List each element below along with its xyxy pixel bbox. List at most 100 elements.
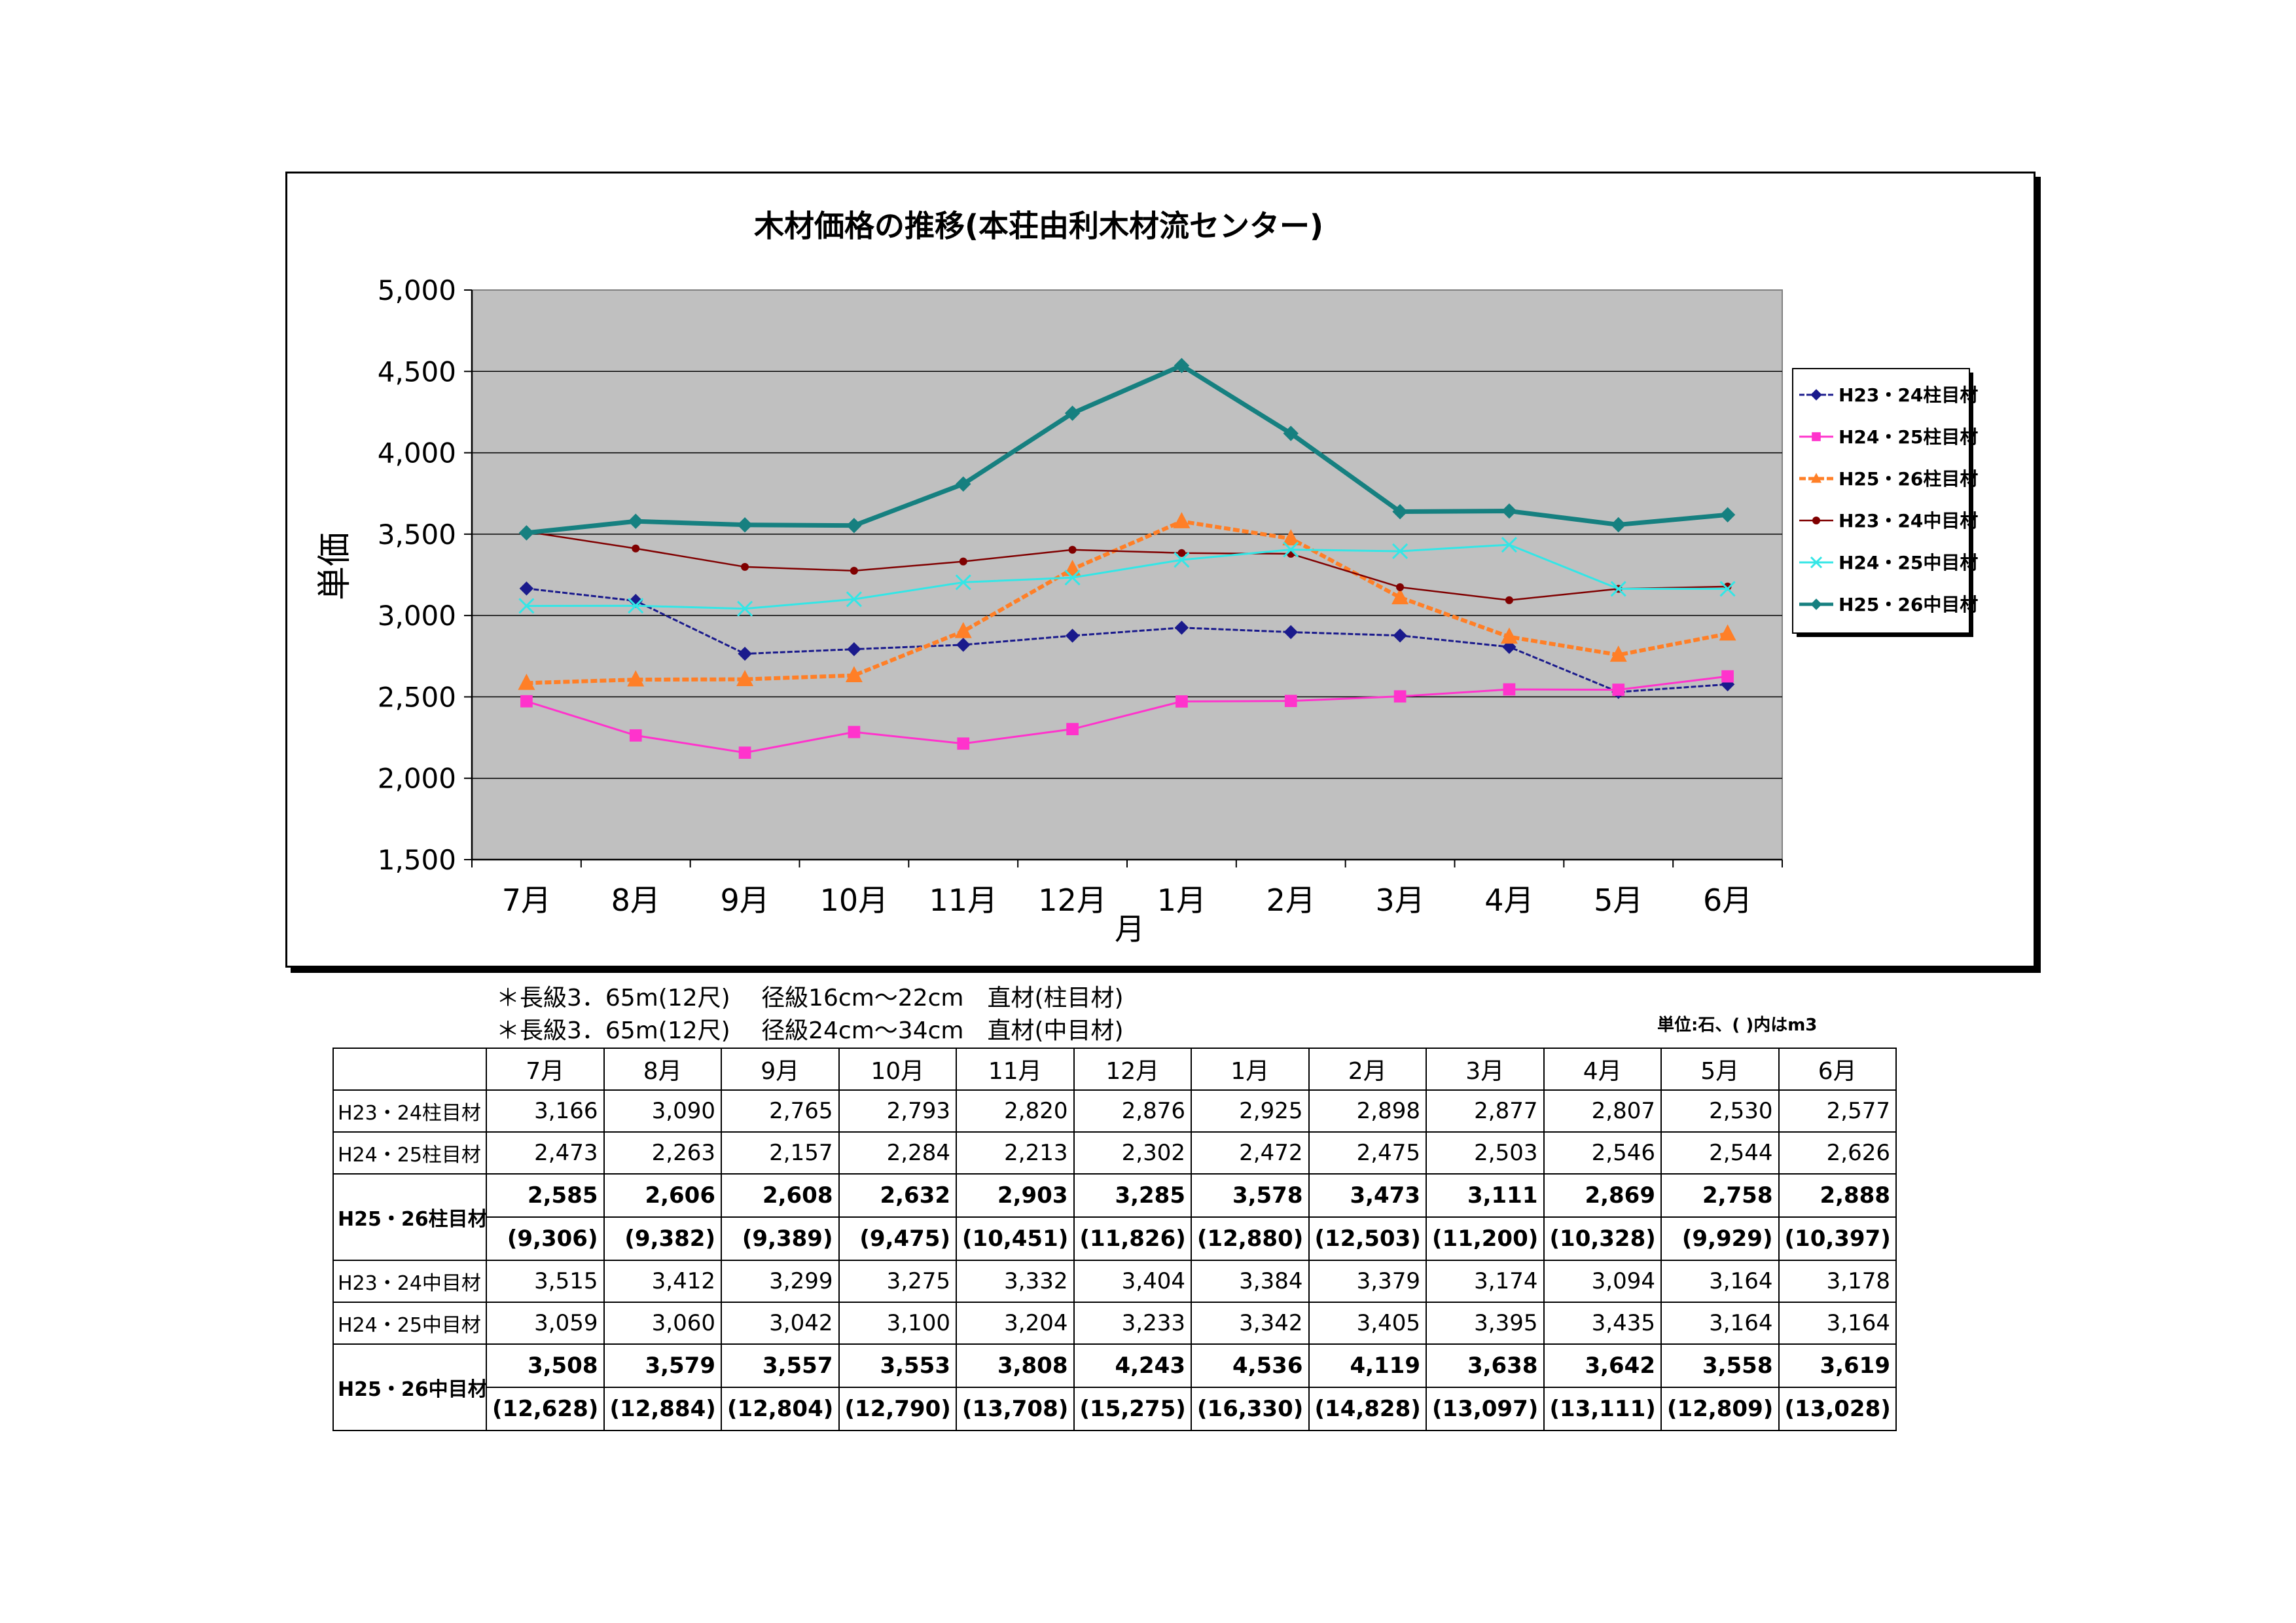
series-4	[522, 528, 1732, 604]
series-3	[518, 512, 1736, 690]
m3-value-cell: (9,382)	[603, 1216, 722, 1261]
series-line	[526, 363, 1728, 536]
data-point	[957, 737, 970, 750]
data-point	[1609, 645, 1627, 662]
y-tick-label: 3,000	[378, 600, 456, 632]
x-tick-label: 8月	[611, 883, 660, 918]
x-tick-label: 6月	[1703, 883, 1752, 918]
m3-value-cell: (10,451)	[956, 1216, 1075, 1261]
data-point	[1719, 624, 1736, 641]
data-point	[848, 725, 861, 739]
data-point	[519, 581, 534, 596]
data-point	[1501, 536, 1517, 553]
legend-label: H24・25柱目材	[1839, 426, 1978, 448]
data-point	[959, 557, 967, 566]
value-cell: 2,626	[1778, 1131, 1897, 1175]
data-point	[1505, 596, 1513, 604]
x-tick-label: 11月	[929, 883, 997, 918]
value-cell: 3,342	[1191, 1302, 1310, 1345]
value-cell: 3,578	[1191, 1173, 1310, 1218]
value-cell: 3,164	[1778, 1302, 1897, 1345]
data-point	[1065, 629, 1080, 643]
value-cell: 2,765	[721, 1089, 840, 1133]
table-row-m3: (12,628) (12,884) (12,804) (12,790) (13,708)…	[333, 1387, 1897, 1431]
m3-value-cell: (14,828)	[1308, 1387, 1427, 1431]
value-cell: 3,579	[603, 1343, 722, 1388]
value-cell: 2,632	[838, 1173, 957, 1218]
y-tick-label: 4,000	[378, 437, 456, 469]
m3-value-cell: (12,880)	[1191, 1216, 1310, 1261]
value-cell: 3,094	[1543, 1260, 1662, 1303]
m3-value-cell: (9,929)	[1660, 1216, 1780, 1261]
note-line-2: ＊長級3．65m(12尺) 径級24cm～34cm 直材(中目材)	[496, 1017, 1124, 1044]
y-tick-label: 4,500	[378, 356, 456, 388]
m3-value-cell: (15,275)	[1073, 1387, 1192, 1431]
value-cell: 4,243	[1073, 1343, 1192, 1388]
data-point	[1501, 503, 1517, 519]
value-cell: 2,877	[1426, 1089, 1545, 1133]
data-point	[1610, 581, 1626, 597]
value-cell: 2,503	[1426, 1131, 1545, 1175]
data-point	[1500, 627, 1518, 644]
value-cell: 2,807	[1543, 1089, 1662, 1133]
value-cell: 3,638	[1426, 1343, 1545, 1388]
value-cell: 2,157	[721, 1131, 840, 1175]
legend-entry: H23・24中目材	[1799, 510, 1978, 532]
value-cell: 2,793	[838, 1089, 957, 1133]
value-cell: 2,302	[1073, 1131, 1192, 1175]
value-cell: 2,888	[1778, 1173, 1897, 1218]
plot-area: 1,500 2,000 2,500 3,000 3,500 4,000 4,500 5,000…	[378, 274, 1783, 918]
legend-entry: H23・24柱目材	[1799, 384, 1978, 406]
m3-value-cell: (12,884)	[603, 1387, 722, 1431]
value-cell: 3,204	[956, 1302, 1075, 1345]
data-point	[845, 666, 863, 683]
data-point	[1719, 507, 1736, 522]
series-line	[526, 675, 1728, 754]
value-cell: 2,608	[721, 1173, 840, 1218]
data-point	[628, 513, 643, 529]
table-header-row: 7月 8月 9月 10月 11月 12月 1月 2月 3月 4月 5月 6月	[332, 1048, 1897, 1091]
m3-value-cell: (9,306)	[486, 1216, 605, 1261]
data-point	[1391, 588, 1409, 604]
month-header: 9月	[721, 1048, 840, 1091]
data-point	[1396, 583, 1405, 591]
legend-marker	[1810, 389, 1822, 401]
m3-value-cell: (9,389)	[721, 1216, 840, 1261]
value-cell: 3,395	[1426, 1302, 1545, 1345]
data-point	[1502, 640, 1516, 654]
data-point	[1064, 405, 1081, 421]
x-tick-label: 2月	[1266, 883, 1316, 918]
value-cell: 3,412	[603, 1260, 722, 1303]
data-point	[736, 670, 754, 686]
series-6	[518, 357, 1736, 541]
m3-value-cell: (12,804)	[721, 1387, 840, 1431]
legend-marker	[1812, 517, 1820, 524]
data-point	[518, 525, 535, 541]
month-header: 10月	[838, 1048, 957, 1091]
table-row: H25・26中目材 3,508 3,579 3,557 3,553 3,808 4,243 4…	[332, 1343, 1897, 1431]
legend-entry: H25・26中目材	[1799, 594, 1978, 615]
value-cell: 2,606	[603, 1173, 722, 1218]
value-cell: 3,164	[1660, 1260, 1780, 1303]
value-cell: 3,059	[486, 1302, 605, 1345]
legend-label: H25・26柱目材	[1839, 468, 1978, 490]
value-cell: 3,557	[721, 1343, 840, 1388]
data-point	[1392, 503, 1408, 520]
unit-note: 単位:石、( )内はm3	[1657, 1015, 1818, 1035]
data-point	[629, 729, 642, 742]
month-header: 11月	[956, 1048, 1075, 1091]
y-tick-label: 2,500	[378, 681, 456, 713]
value-cell: 2,758	[1660, 1173, 1780, 1218]
value-cell: 2,475	[1308, 1131, 1427, 1175]
x-tick-label: 4月	[1484, 883, 1534, 918]
value-cell: 2,544	[1660, 1131, 1780, 1175]
plot-background	[471, 289, 1783, 860]
data-point	[1177, 549, 1186, 557]
value-cell: 3,060	[603, 1302, 722, 1345]
x-tick-label: 3月	[1375, 883, 1424, 918]
m3-value-cell: (13,097)	[1426, 1387, 1545, 1431]
data-point	[1611, 517, 1626, 533]
value-cell: 3,285	[1073, 1173, 1192, 1218]
month-header: 12月	[1073, 1048, 1192, 1091]
series-line	[526, 519, 1729, 685]
